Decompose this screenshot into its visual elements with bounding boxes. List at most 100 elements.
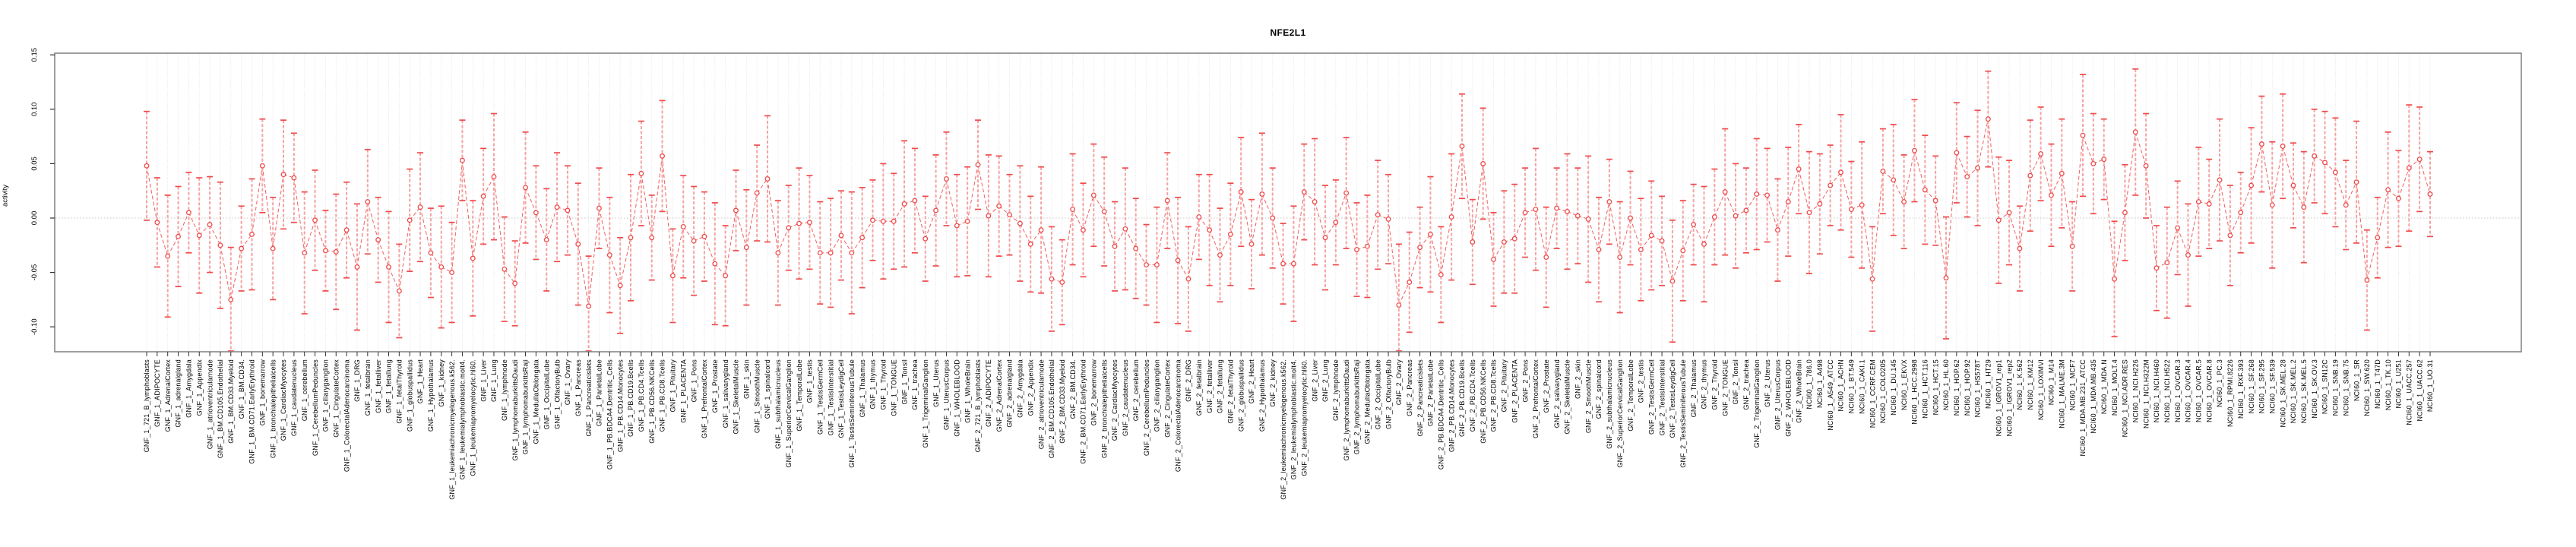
data-point <box>1543 255 1549 261</box>
data-point <box>1774 227 1780 233</box>
x-tick-label: GNF_1_ParietalLobe <box>596 359 603 426</box>
x-tick-label: NCI60_1_TK.10 <box>2385 359 2392 410</box>
data-point <box>480 193 486 199</box>
x-tick-label: GNF_2_ADIPOCYTE <box>985 359 992 427</box>
series-line-segment <box>514 187 527 283</box>
x-tick-label: GNF_2_CerebellumPeduncles <box>1143 359 1150 456</box>
data-point <box>2290 182 2296 188</box>
series-line-segment <box>609 255 621 286</box>
series-line-segment <box>2166 227 2179 263</box>
data-point <box>1733 213 1739 219</box>
data-point <box>407 217 413 223</box>
data-point <box>2312 153 2318 159</box>
data-point <box>1606 199 1612 204</box>
series-line-segment <box>935 179 947 211</box>
x-tick-label: NCI60_1_COLO205 <box>1879 359 1887 423</box>
data-point <box>1038 227 1044 233</box>
x-tick-label: GNF_1_PB.CD8.Tcells <box>659 359 666 432</box>
data-point <box>606 252 612 258</box>
series-line-segment <box>1103 211 1116 247</box>
x-tick-label: NCI60_1_MOLT.4 <box>2111 359 2119 416</box>
x-tick-label: GNF_2_Uterus <box>1764 359 1771 407</box>
data-point <box>239 245 245 251</box>
data-point <box>217 242 223 248</box>
series-line-segment <box>1409 247 1421 283</box>
series-line-segment <box>619 237 631 286</box>
series-line-segment <box>1861 204 1873 280</box>
x-tick-label: GNF_2_Heart <box>1248 359 1255 404</box>
x-tick-label: GNF_2_BM.CD33.Myeloid <box>1059 359 1066 444</box>
x-tick-label: NCI60_1_LOXIMVI <box>2037 359 2045 420</box>
x-tick-label: NCI60_1_NCI.H322M <box>2142 359 2150 428</box>
series-line-segment <box>1535 209 1547 258</box>
x-tick-label: GNF_2_Ovary <box>1395 359 1403 406</box>
series-line-segment <box>230 248 242 300</box>
series-line-segment <box>1714 191 1726 217</box>
x-tick-label: NCI60_1_MDA.MB.231_ATCC <box>2079 359 2087 457</box>
data-point <box>1017 220 1023 226</box>
x-tick-label: GNF_1_TrigeminalGanglion <box>922 359 929 448</box>
x-tick-label: GNF_1_Appendix <box>195 359 203 416</box>
data-point <box>1648 232 1654 239</box>
data-point <box>322 248 328 254</box>
x-tick-label: GNF_2_lymphnode <box>1332 359 1340 421</box>
data-point <box>1533 207 1539 212</box>
series-line-segment <box>1188 217 1200 280</box>
x-tick-label: GNF_1_fetallung <box>385 359 393 413</box>
x-tick-label: GNF_2_SkeletalMuscle <box>1564 359 1571 435</box>
x-tick-label: GNF_2_PLACENTA <box>1511 359 1518 423</box>
data-point <box>2069 243 2075 249</box>
series-line-segment <box>1704 217 1715 245</box>
x-tick-label: NCI60_1_NCI.H460 <box>2153 359 2160 422</box>
data-point <box>512 280 518 286</box>
x-tick-label: GNF_2_Liver <box>1311 359 1318 402</box>
x-tick-label: GNF_1_Thalamus <box>859 359 866 418</box>
data-point <box>786 225 792 231</box>
x-tick-label: GNF_2_ciliaryganglion <box>1154 359 1161 432</box>
data-point <box>1470 239 1476 245</box>
series-line-segment <box>1261 194 1274 219</box>
x-tick-label: GNF_2_fetallung <box>1217 359 1224 413</box>
data-point <box>1596 247 1602 252</box>
data-point <box>154 220 160 226</box>
data-point <box>1680 248 1686 254</box>
data-point <box>1932 198 1938 204</box>
data-point <box>2006 210 2012 216</box>
series-line-segment <box>1987 119 1999 220</box>
x-tick-label: GNF_1_spinalcord <box>764 359 771 419</box>
data-point <box>459 157 465 163</box>
x-tick-label: GNF_1_ADIPOCYTE <box>153 359 161 427</box>
series-line-segment <box>356 201 369 267</box>
x-tick-label: NCI60_1_KM12 <box>2027 359 2034 409</box>
data-point <box>1270 215 1276 221</box>
series-line-segment <box>1272 217 1284 264</box>
data-point <box>312 217 318 223</box>
x-tick-label: NCI60_1_MDA.MB.435 <box>2090 359 2097 434</box>
x-tick-label: GNF_1_ciliaryganglion <box>322 359 330 432</box>
data-point <box>1427 232 1433 237</box>
x-tick-label: NCI60_1_UACC.257 <box>2406 359 2413 425</box>
x-tick-label: GNF_2_subthalamicnucleus <box>1606 359 1613 449</box>
data-point <box>838 232 844 239</box>
data-point <box>1869 276 1875 282</box>
data-point <box>1312 199 1318 204</box>
data-point <box>1459 144 1465 149</box>
series-line-segment <box>430 252 442 267</box>
x-tick-label: GNF_2_Pancreaticislets <box>1416 359 1424 437</box>
series-line-segment <box>1366 214 1378 247</box>
data-point <box>1007 212 1012 218</box>
data-point <box>586 303 592 309</box>
data-point <box>533 210 539 216</box>
chart-title: NFE2L1 <box>1270 27 1306 38</box>
data-point <box>1480 160 1486 166</box>
series-line-segment <box>2030 153 2042 176</box>
data-point <box>502 266 508 272</box>
data-point <box>1144 262 1150 268</box>
series-line-segment <box>1872 171 1884 280</box>
series-line-segment <box>1324 222 1337 239</box>
data-point <box>1964 174 1970 180</box>
series-line-segment <box>1672 250 1684 282</box>
data-point <box>775 250 781 256</box>
data-point <box>1817 201 1823 207</box>
